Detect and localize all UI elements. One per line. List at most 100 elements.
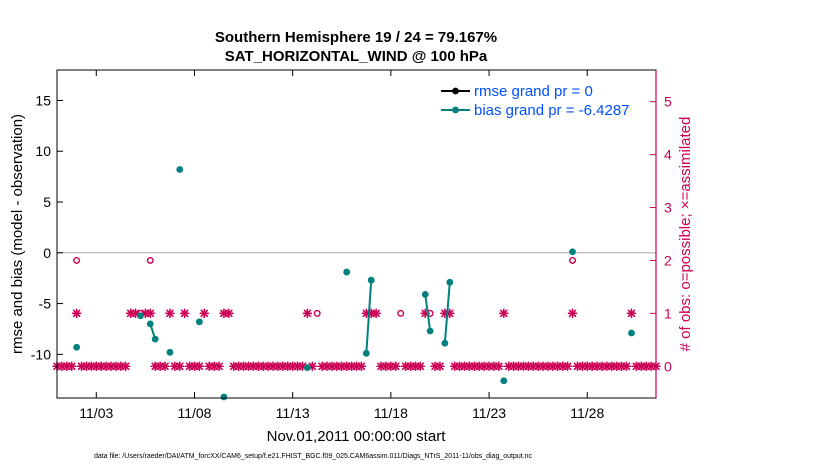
x-tick-label: 11/13 xyxy=(276,405,310,421)
obs-assimilated-zero-point xyxy=(356,361,367,372)
marker-stroke xyxy=(627,309,636,318)
x-axis-label: Nov.01,2011 00:00:00 start xyxy=(267,428,447,445)
y-tick-label-right: 0 xyxy=(664,358,672,374)
y-tick-label-left: 0 xyxy=(43,245,51,261)
obs-possible-point xyxy=(73,256,81,264)
marker-stroke xyxy=(416,362,425,371)
obs-assimilated-zero-point xyxy=(390,361,401,372)
x-tick-label: 11/03 xyxy=(79,405,113,421)
marker-stroke xyxy=(200,309,209,318)
obs-possible-point xyxy=(397,309,405,317)
chart-title-line2: SAT_HORIZONTAL_WIND @ 100 hPa xyxy=(225,48,488,65)
bias-series-line xyxy=(424,294,432,332)
obs-assimilated-zero-point xyxy=(66,361,77,372)
marker-stroke xyxy=(195,362,204,371)
marker-stroke xyxy=(72,309,81,318)
bias-series-line xyxy=(365,280,373,354)
y-tick-label-right: 2 xyxy=(664,252,672,268)
obs-assimilated-point xyxy=(179,308,190,319)
obs-assimilated-zero-point xyxy=(194,361,205,372)
y-tick-label-left: -5 xyxy=(39,296,52,312)
obs-assimilated-zero-point xyxy=(307,361,318,372)
bias-point xyxy=(446,278,454,286)
marker-stroke xyxy=(67,362,76,371)
marker-stroke xyxy=(372,309,380,318)
chart-title-line1: Southern Hemisphere 19 / 24 = 79.167% xyxy=(215,29,497,46)
bias-point xyxy=(367,276,375,284)
marker-stroke xyxy=(391,362,400,371)
obs-possible-point xyxy=(569,256,577,264)
obs-assimilated-zero-point xyxy=(621,361,632,372)
bias-point xyxy=(195,318,203,326)
marker-stroke xyxy=(298,362,307,371)
marker-stroke xyxy=(225,309,233,318)
bias-point xyxy=(362,349,370,357)
data-file-footer: data file: /Users/raeder/DAI/ATM_forcXX/… xyxy=(94,453,533,460)
x-tick-label: 11/23 xyxy=(472,405,506,421)
y-tick-label-left: 5 xyxy=(43,194,51,210)
bias-point xyxy=(151,335,159,343)
bias-point xyxy=(343,268,351,276)
bias-point xyxy=(176,166,184,173)
marker-stroke xyxy=(499,309,508,318)
plot-frame xyxy=(56,69,657,399)
y-axis-right-label: # of obs: o=possible; ×=assimilated xyxy=(677,117,694,352)
obs-assimilated-point xyxy=(626,308,637,319)
y-tick-label-right: 1 xyxy=(664,305,672,321)
bias-point xyxy=(569,248,576,256)
bias-series-line xyxy=(443,282,451,344)
marker-stroke xyxy=(495,362,503,371)
obs-assimilated-point xyxy=(224,308,234,319)
x-tick-label: 11/28 xyxy=(570,405,604,421)
legend-bias-marker xyxy=(452,106,459,114)
obs-assimilated-zero-point xyxy=(415,361,426,372)
x-tick-label: 11/08 xyxy=(177,405,211,421)
obs-assimilated-zero-point xyxy=(494,361,504,372)
marker-stroke xyxy=(175,362,184,371)
bias-point xyxy=(146,320,154,328)
y-tick-label-left: 10 xyxy=(35,143,51,159)
obs-assimilated-point xyxy=(302,308,313,319)
obs-assimilated-point xyxy=(165,308,175,319)
bias-point xyxy=(426,327,434,335)
marker-stroke xyxy=(436,362,444,371)
axes: 11/03 11/08 11/13 11/18 11/23 11/28-10-505101… xyxy=(31,69,672,421)
y-tick-label-right: 4 xyxy=(664,147,672,163)
obs-assimilated-zero-point xyxy=(435,361,445,372)
marker-stroke xyxy=(131,309,140,318)
obs-possible-point xyxy=(313,309,321,317)
marker-stroke xyxy=(357,362,366,371)
marker-stroke xyxy=(166,309,174,318)
obs-assimilated-zero-point xyxy=(562,361,573,372)
y-tick-label-right: 3 xyxy=(664,200,672,216)
marker-stroke xyxy=(563,362,572,371)
legend-bias-label: bias grand pr = -6.4287 xyxy=(474,102,630,119)
obs-possible-point xyxy=(146,256,154,264)
obs-assimilated-point xyxy=(371,308,381,319)
y-axis-left-label: rmse and bias (model - observation) xyxy=(9,114,26,354)
obs-assimilated-point xyxy=(567,308,578,319)
marker-stroke xyxy=(146,309,155,318)
obs-assimilated-point xyxy=(71,308,82,319)
marker-stroke xyxy=(622,362,631,371)
bias-point xyxy=(421,291,429,298)
y-tick-label-left: -10 xyxy=(31,346,51,362)
obs-assimilated-point xyxy=(145,308,156,319)
x-tick-label: 11/18 xyxy=(374,405,408,421)
legend: rmse grand pr = 0 bias grand pr = -6.4287 xyxy=(441,83,630,119)
bias-point xyxy=(441,339,449,347)
plot-area xyxy=(52,166,661,401)
y-tick-label-right: 5 xyxy=(664,94,672,110)
marker-stroke xyxy=(121,362,130,371)
marker-stroke xyxy=(303,309,312,318)
bias-point xyxy=(628,329,635,337)
obs-assimilated-point xyxy=(199,308,210,319)
obs-assimilated-zero-point xyxy=(214,361,224,372)
obs-assimilated-zero-point xyxy=(160,361,170,372)
marker-stroke xyxy=(568,309,577,318)
legend-rmse-label: rmse grand pr = 0 xyxy=(474,83,593,100)
obs-assimilated-point xyxy=(498,308,509,319)
bias-point xyxy=(304,364,311,371)
legend-rmse-marker xyxy=(452,87,459,95)
